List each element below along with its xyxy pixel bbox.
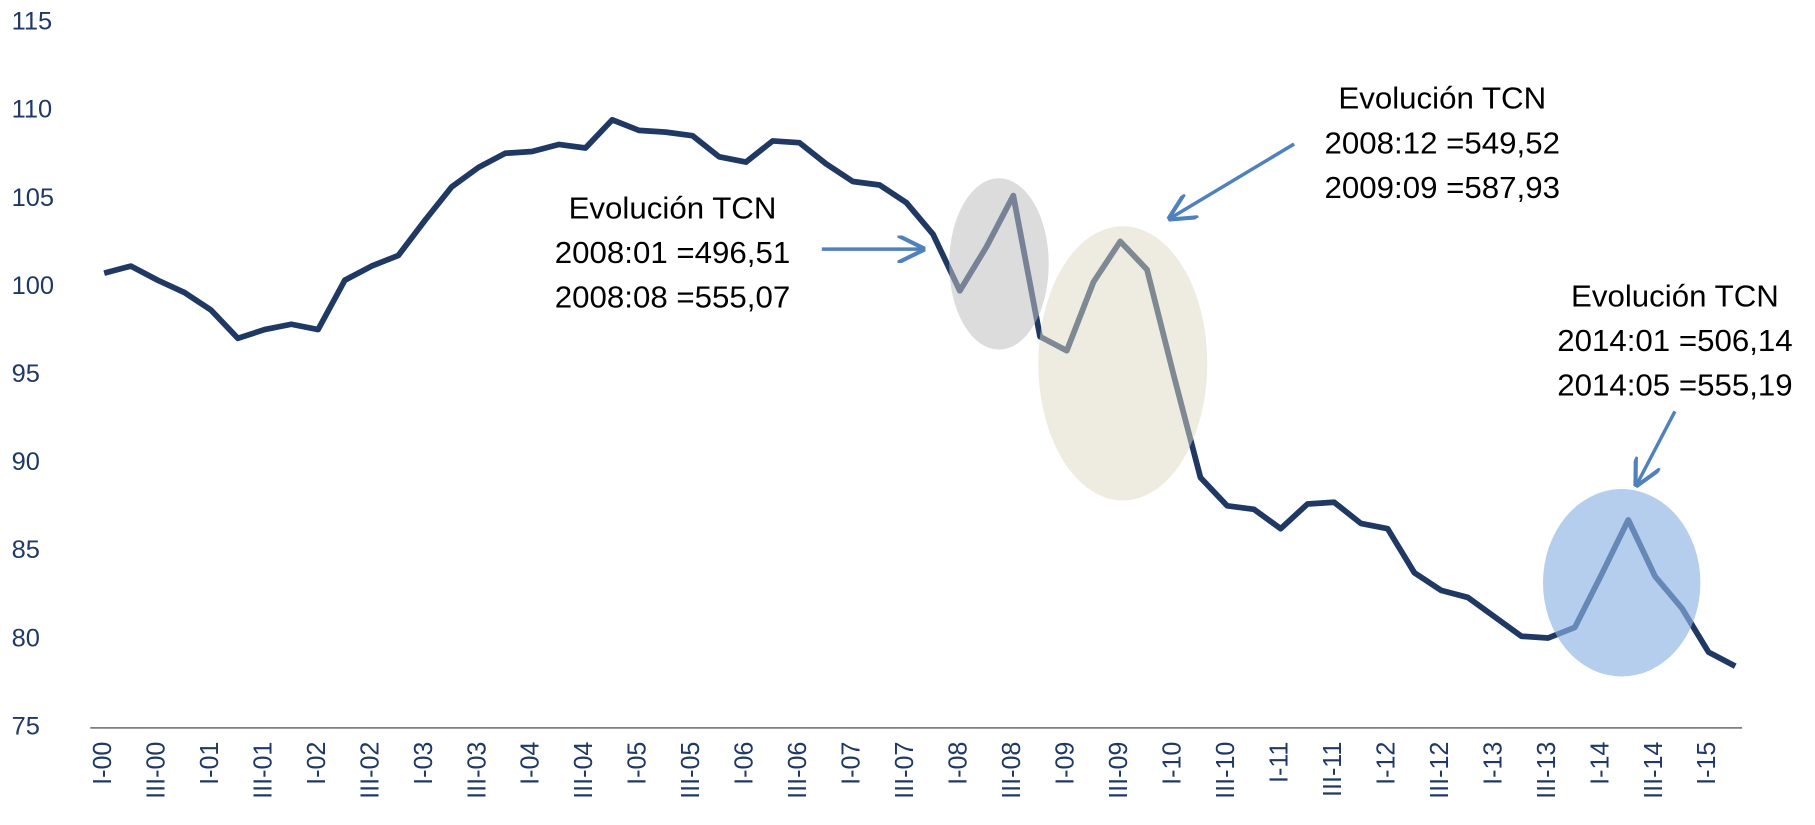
- x-tick-label: I-07: [837, 742, 865, 785]
- highlight-ellipse: [1542, 489, 1701, 677]
- x-tick-label: III-00: [142, 742, 170, 799]
- y-tick-label: 90: [12, 448, 40, 476]
- annotation: 2009:09 =587,93: [1325, 170, 1560, 205]
- x-tick-label: I-13: [1479, 742, 1507, 785]
- x-tick-label: III-14: [1640, 742, 1668, 799]
- x-tick-label: III-07: [891, 742, 919, 799]
- x-tick-label: I-00: [89, 742, 117, 785]
- annotation: 2008:08 =555,07: [555, 280, 790, 315]
- x-tick-label: III-04: [570, 742, 598, 799]
- annotation: Evolución TCN: [1338, 81, 1546, 116]
- x-tick-label: I-12: [1372, 742, 1400, 785]
- x-tick-label: I-15: [1693, 742, 1721, 785]
- annotation: 2008:12 =549,52: [1325, 125, 1560, 160]
- x-tick-label: I-06: [730, 742, 758, 785]
- x-tick-label: I-14: [1586, 742, 1614, 785]
- x-tick-label: I-05: [624, 742, 652, 785]
- annotation: Evolución TCN: [1571, 279, 1779, 314]
- x-tick-label: I-04: [517, 742, 545, 785]
- annotation: 2008:01 =496,51: [555, 235, 790, 270]
- x-tick-label: I-09: [1051, 742, 1079, 785]
- arrow: [1637, 410, 1677, 484]
- y-tick-label: 110: [12, 96, 53, 124]
- annotation: Evolución TCN: [569, 191, 777, 226]
- x-tick-label: III-03: [463, 742, 491, 799]
- x-tick-label: III-13: [1533, 742, 1561, 799]
- y-tick-label: 80: [12, 625, 40, 653]
- x-tick-label: III-05: [677, 742, 705, 799]
- y-tick-label: 115: [12, 8, 53, 36]
- x-tick-label: III-12: [1426, 742, 1454, 799]
- x-tick-label: I-01: [196, 742, 224, 785]
- highlight-ellipse: [949, 178, 1049, 350]
- x-tick-label: III-10: [1212, 742, 1240, 799]
- y-tick-label: 85: [12, 536, 40, 564]
- x-tick-label: I-02: [303, 742, 331, 785]
- x-tick-label: I-03: [410, 742, 438, 785]
- annotation: 2014:01 =506,14: [1557, 323, 1792, 358]
- x-tick-label: III-11: [1319, 742, 1347, 797]
- y-tick-label: 105: [12, 184, 54, 212]
- x-tick-label: III-09: [1105, 742, 1133, 799]
- annotation: 2014:05 =555,19: [1557, 368, 1792, 403]
- data-line: [103, 116, 1737, 669]
- x-tick-label: III-01: [249, 742, 277, 799]
- x-tick-label: III-08: [998, 742, 1026, 799]
- x-tick-label: I-10: [1158, 742, 1186, 785]
- highlight-ellipse: [1038, 226, 1208, 501]
- x-tick-label: III-02: [356, 742, 384, 799]
- x-tick-label: I-08: [944, 742, 972, 785]
- arrow: [1170, 142, 1296, 218]
- y-tick-label: 95: [12, 360, 40, 388]
- y-tick-label: 75: [12, 713, 40, 741]
- y-tick-label: 100: [12, 272, 54, 300]
- x-tick-label: III-06: [784, 742, 812, 799]
- x-tick-label: I-11: [1265, 742, 1293, 783]
